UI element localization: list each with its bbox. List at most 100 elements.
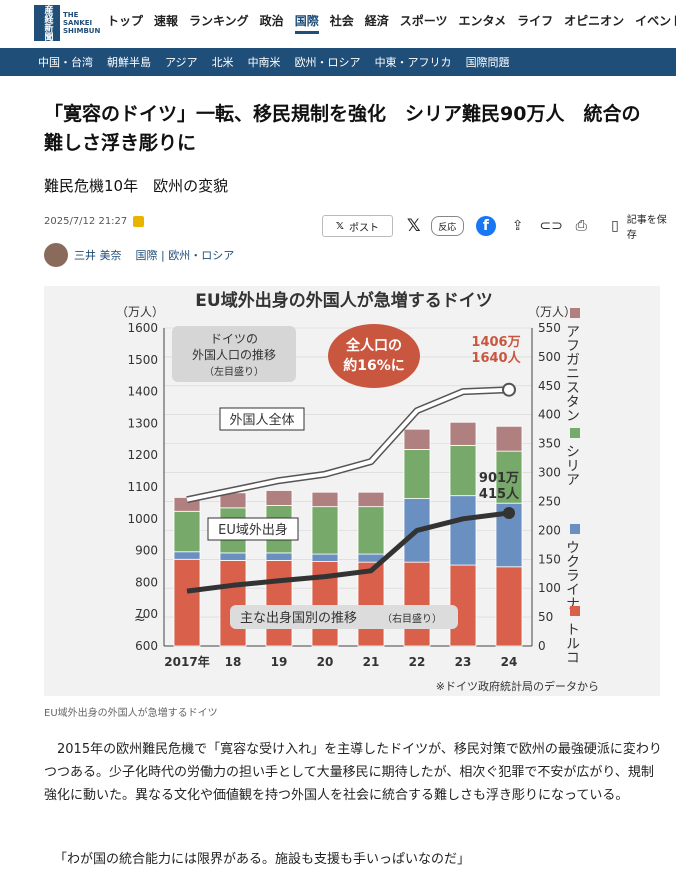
eu-label: EU域外出身 [218,522,288,538]
subnav-item[interactable]: 朝鮮半島 [107,56,151,69]
post-label: ポスト [348,222,379,234]
left-tick-label: 600 [135,639,158,653]
subnav-item[interactable]: 中国・台湾 [38,56,93,69]
right-tick-label: 300 [538,466,561,480]
subnav-item[interactable]: 中南米 [247,56,281,69]
legend-label-アフガニスタン: アフガニスタン [564,324,580,422]
author-tags[interactable]: 国際 | 欧州・ロシア [135,249,235,262]
author-name[interactable]: 三井 美奈 [74,249,122,262]
nav-item[interactable]: ライフ [517,14,554,28]
left-tick-label: 1200 [127,448,158,462]
x-tick-label: 22 [409,655,426,669]
figure-caption: EU域外出身の外国人が急増するドイツ [44,708,218,719]
subnav-item[interactable]: 北米 [211,56,234,69]
nav-item[interactable]: 速報 [154,14,179,28]
nav-item[interactable]: トップ [107,14,144,28]
share-bar: 𝕏 ポスト 𝕏 反応 f ⇪ ⊂⊃ ⎙ ▯ 記事を保存 [322,211,676,241]
eu-value-line1: 901万 [479,471,519,486]
bar-ウクライナ [311,553,339,562]
x-tick-label: 2017年 [164,654,209,669]
right-tick-label: 0 [538,639,546,653]
right-axis-unit: （万人） [528,305,576,319]
total-value-line2: 1640人 [471,350,521,366]
left-tick-label: 900 [135,544,158,558]
subnav-item[interactable]: 欧州・ロシア [294,56,361,69]
bar-ウクライナ [219,552,247,561]
x-tick-label: 21 [363,655,380,669]
left-box-line2: 外国人口の推移 [192,348,276,362]
x-icon[interactable]: 𝕏 [406,216,421,236]
nav-item[interactable]: イベント [635,14,676,28]
nav-item[interactable]: ランキング [189,14,249,28]
bar-シリア [495,450,523,504]
chart-svg: 6007008009001000110012001300140015001600… [116,290,599,693]
x-tick-label: 24 [501,655,518,669]
subnav-item[interactable]: アジア [165,56,198,69]
bar-トルコ [495,566,523,647]
bar-アフガニスタン [449,421,477,446]
bookmark-icon[interactable]: ▯ [611,218,619,234]
line-total-endpoint [502,382,516,397]
bar-ウクライナ [173,551,201,560]
bubble-line2: 約16%に [343,357,405,374]
subnav-item[interactable]: 中東・アフリカ [374,56,452,69]
nav-item[interactable]: スポーツ [399,14,448,28]
axis-break-mark: ≈ [134,611,146,627]
print-icon[interactable]: ⎙ [575,218,587,234]
nav-items: トップ速報ランキング政治国際社会経済スポーツエンタメライフオピニオンイベント [107,12,676,34]
left-tick-label: 800 [135,575,158,589]
legend-swatch-アフガニスタン [570,308,580,318]
share-icon[interactable]: ⇪ [511,218,524,234]
nav-item[interactable]: 政治 [259,14,284,28]
bottom-box-label: 主な出身国別の推移 [240,610,357,626]
right-tick-label: 50 [538,610,553,624]
site-logo[interactable]: 産経新聞 THE SANKEI SHIMBUN [34,3,100,43]
x-tick-label: 23 [455,655,472,669]
bar-アフガニスタン [311,491,339,508]
right-tick-label: 200 [538,523,561,537]
logo-cjk: 産経新聞 [42,5,53,41]
bar-トルコ [403,561,431,647]
total-value-line1: 1406万 [471,335,520,350]
left-box-bg [172,326,296,382]
nav-item[interactable]: 国際 [294,12,319,34]
right-tick-label: 450 [538,379,561,393]
left-axis-unit: （万人） [116,305,164,319]
chart-title: EU域外出身の外国人が急増するドイツ [195,290,492,311]
nav-item[interactable]: 経済 [364,14,389,28]
left-tick-label: 1600 [127,321,158,335]
post-button[interactable]: 𝕏 ポスト [322,215,393,237]
legend-swatch-ウクライナ [570,524,580,534]
line-eu [186,510,510,594]
subnav-item[interactable]: 国際問題 [465,56,510,69]
bar-トルコ [265,560,293,647]
bar-ウクライナ [265,552,293,561]
left-box-line3: （左目盛り） [204,365,264,378]
nav-item[interactable]: 社会 [329,14,354,28]
react-button[interactable]: 反応 [430,216,465,236]
dateline: 2025/7/12 21:27 [44,216,145,227]
eu-value-line2: 415人 [479,486,520,502]
sub-navigation: 中国・台湾 朝鮮半島 アジア 北米 中南米 欧州・ロシア 中東・アフリカ 国際問題 [0,48,676,76]
bar-シリア [449,444,477,497]
left-tick-label: 700 [135,607,158,621]
right-tick-label: 550 [538,321,561,335]
author-line: 三井 美奈 国際 | 欧州・ロシア [44,243,234,267]
nav-item[interactable]: エンタメ [458,14,507,28]
facebook-icon[interactable]: f [476,216,496,236]
bar-トルコ [219,560,247,647]
save-label[interactable]: 記事を保存 [626,215,667,241]
article-body: 2015年の欧州難民危機で「寛容な受け入れ」を主導したドイツが、移民対策で欧州の… [44,742,662,803]
article-quote: 「わが国の統合能力には限界がある。施設も支援も手いっぱいなのだ」 [54,852,471,867]
bar-アフガニスタン [265,490,293,506]
bar-シリア [357,506,385,555]
link-icon[interactable]: ⊂⊃ [539,218,563,234]
nav-item[interactable]: オピニオン [564,14,625,28]
left-box-line1: ドイツの [210,332,258,346]
bottom-box-bg [230,605,458,629]
bubble-bg [328,324,420,388]
bar-アフガニスタン [495,425,523,452]
left-tick-label: 1100 [127,480,158,494]
right-tick-label: 150 [538,552,561,566]
left-tick-label: 1300 [127,416,158,430]
